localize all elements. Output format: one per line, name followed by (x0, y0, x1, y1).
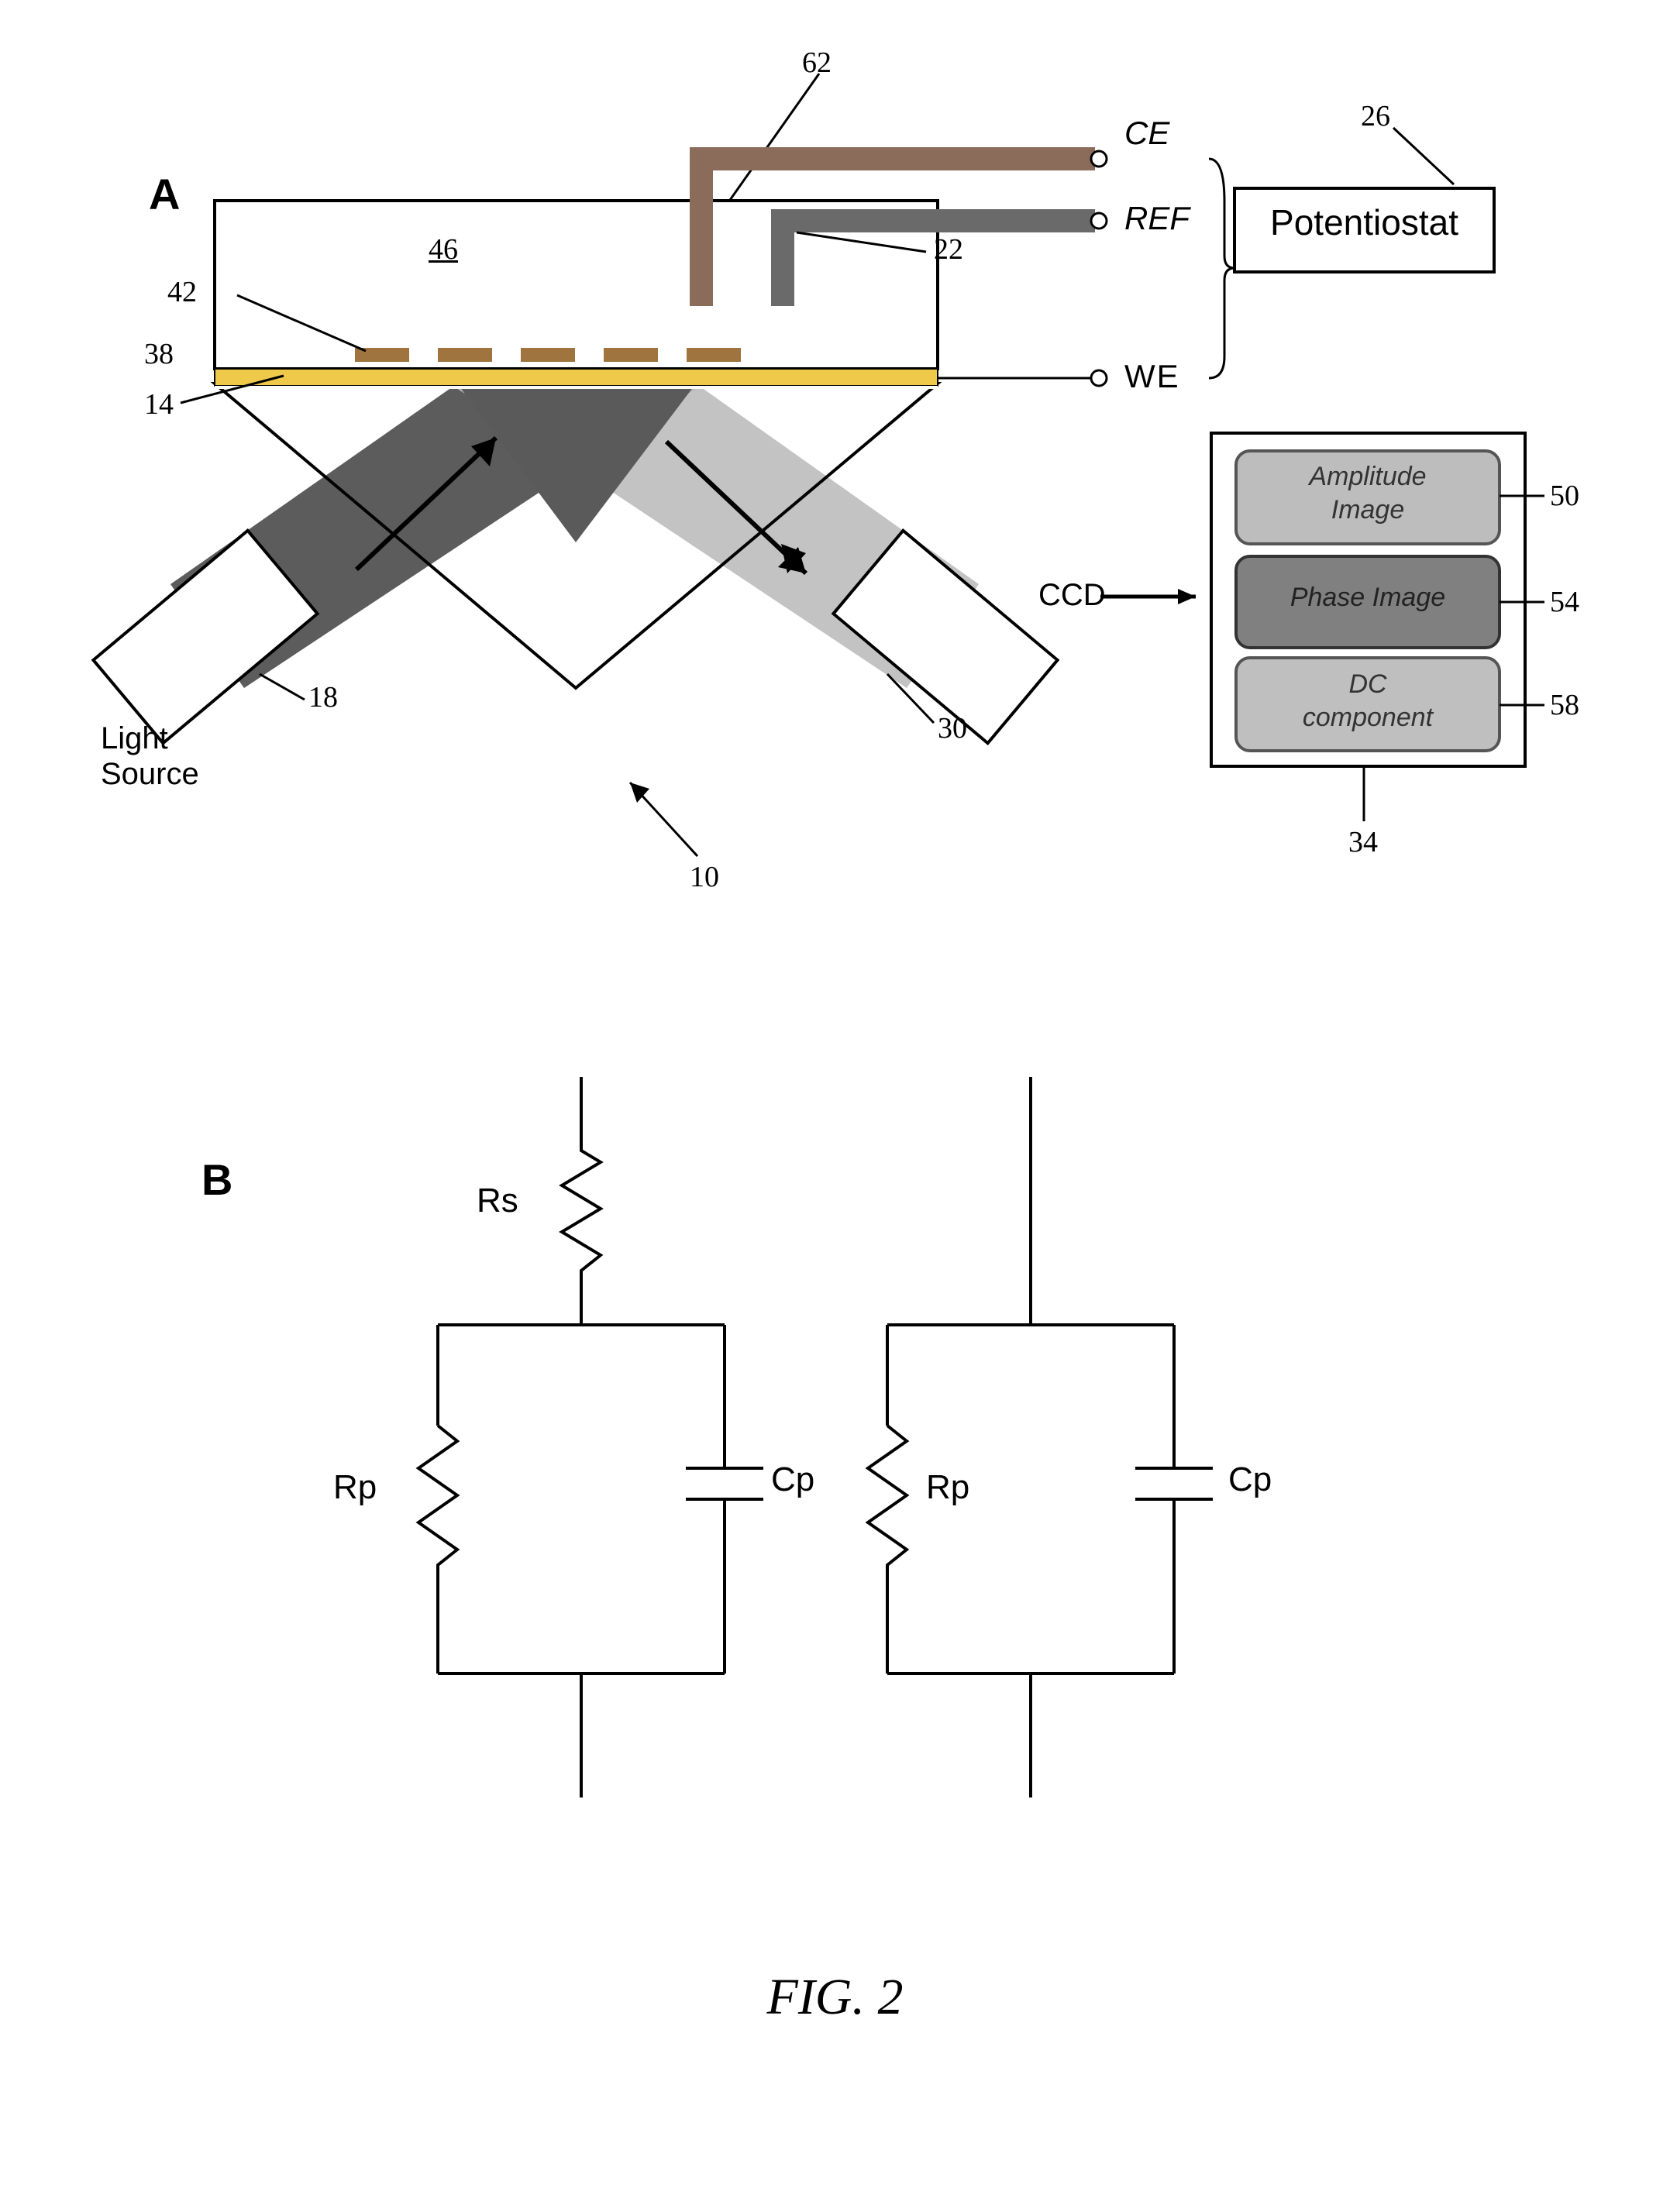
label-rp-right-clean: Rp (926, 1468, 969, 1507)
label-rs-left: Rs (477, 1182, 518, 1220)
figure-caption: FIG. 2 (0, 1968, 1670, 2027)
label-rp-left: Rp (333, 1468, 377, 1507)
label-cp-left: Cp (771, 1460, 814, 1499)
label-cp-right: Cp (1228, 1460, 1272, 1499)
panel-b-svg (0, 0, 1670, 1937)
